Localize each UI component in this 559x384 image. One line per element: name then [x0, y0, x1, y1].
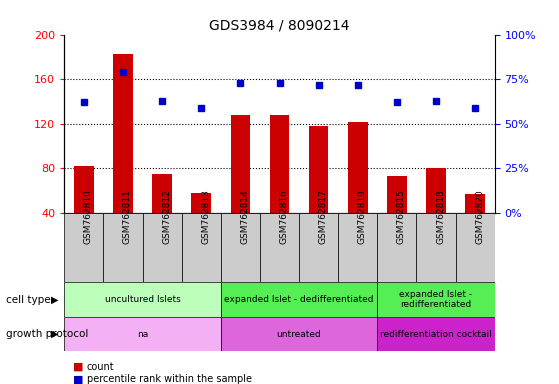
- Text: uncultured Islets: uncultured Islets: [105, 295, 181, 304]
- Bar: [377, 213, 416, 282]
- Bar: [416, 213, 456, 282]
- Text: untreated: untreated: [277, 329, 321, 339]
- Text: GSM762817: GSM762817: [319, 189, 328, 244]
- Text: GSM762815: GSM762815: [397, 189, 406, 244]
- Bar: [221, 282, 377, 317]
- Bar: [348, 122, 368, 213]
- Bar: [466, 194, 485, 213]
- Text: expanded Islet -
redifferentiated: expanded Islet - redifferentiated: [400, 290, 472, 309]
- Text: GSM762810: GSM762810: [84, 189, 93, 244]
- Bar: [74, 166, 93, 213]
- Bar: [231, 115, 250, 213]
- Text: ▶: ▶: [50, 295, 58, 305]
- Bar: [456, 213, 495, 282]
- Bar: [152, 174, 172, 213]
- Text: GSM762813: GSM762813: [201, 189, 210, 244]
- Text: GSM762816: GSM762816: [280, 189, 288, 244]
- Text: GSM762814: GSM762814: [240, 189, 249, 244]
- Text: GSM762819: GSM762819: [358, 189, 367, 244]
- Text: redifferentiation cocktail: redifferentiation cocktail: [380, 329, 492, 339]
- Text: growth protocol: growth protocol: [6, 329, 88, 339]
- Bar: [103, 213, 143, 282]
- Bar: [338, 213, 377, 282]
- Bar: [182, 213, 221, 282]
- Bar: [221, 213, 260, 282]
- Bar: [113, 53, 133, 213]
- Text: GSM762811: GSM762811: [123, 189, 132, 244]
- Bar: [387, 176, 407, 213]
- Bar: [64, 213, 103, 282]
- Text: na: na: [137, 329, 148, 339]
- Bar: [64, 317, 221, 351]
- Text: ▶: ▶: [50, 329, 58, 339]
- Text: ■: ■: [73, 374, 83, 384]
- Bar: [221, 317, 377, 351]
- Text: GSM762818: GSM762818: [436, 189, 445, 244]
- Title: GDS3984 / 8090214: GDS3984 / 8090214: [209, 18, 350, 32]
- Bar: [377, 317, 495, 351]
- Text: cell type: cell type: [6, 295, 50, 305]
- Bar: [309, 126, 329, 213]
- Text: percentile rank within the sample: percentile rank within the sample: [87, 374, 252, 384]
- Bar: [192, 193, 211, 213]
- Text: ■: ■: [73, 362, 83, 372]
- Text: count: count: [87, 362, 114, 372]
- Text: GSM762820: GSM762820: [475, 189, 484, 244]
- Text: GSM762812: GSM762812: [162, 189, 171, 244]
- Bar: [143, 213, 182, 282]
- Bar: [260, 213, 299, 282]
- Bar: [377, 282, 495, 317]
- Bar: [64, 282, 221, 317]
- Bar: [270, 115, 290, 213]
- Bar: [299, 213, 338, 282]
- Text: expanded Islet - dedifferentiated: expanded Islet - dedifferentiated: [224, 295, 374, 304]
- Bar: [427, 169, 446, 213]
